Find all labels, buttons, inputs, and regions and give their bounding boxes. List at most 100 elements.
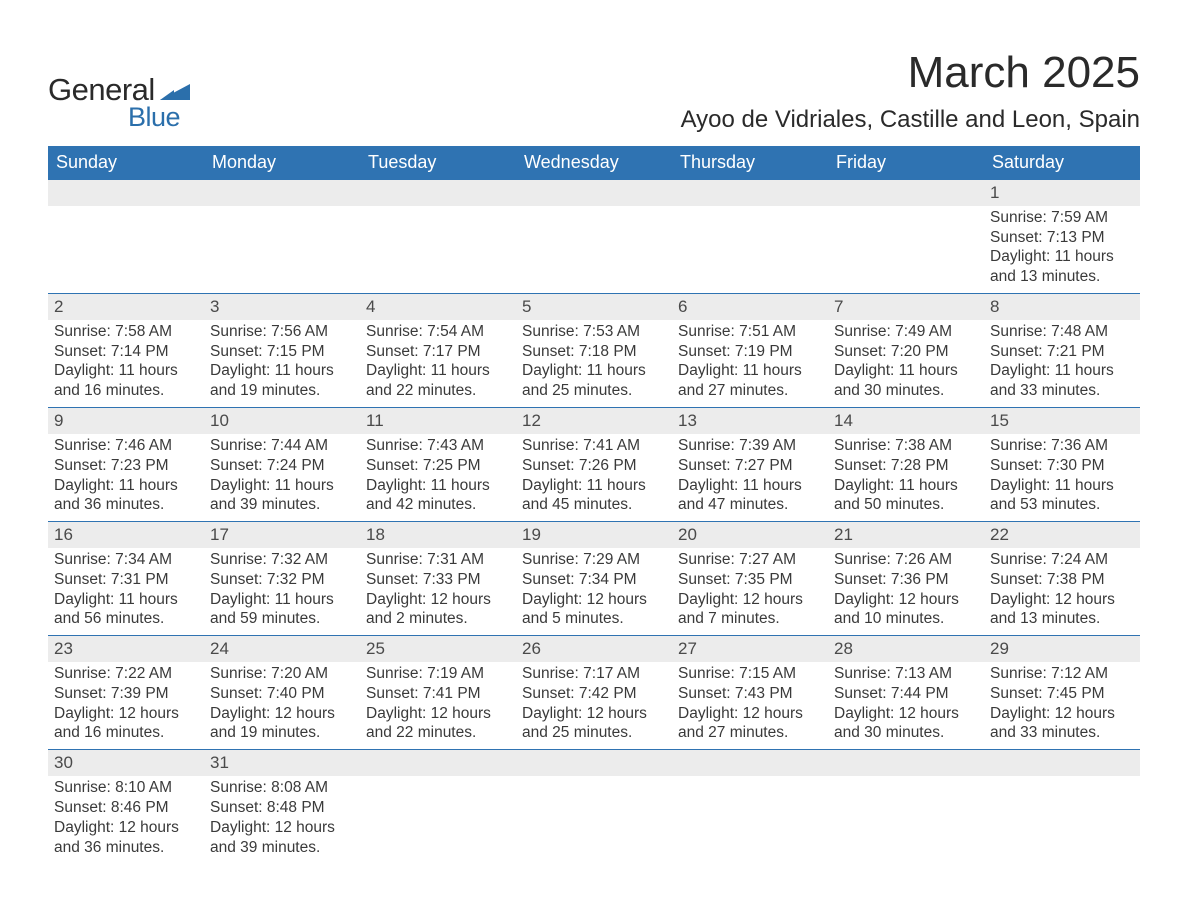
daylight-line: Daylight: 11 hours and 56 minutes.: [54, 590, 198, 630]
sunset-line: Sunset: 7:17 PM: [366, 342, 510, 362]
day-info-cell: [48, 206, 204, 294]
day-info-cell: [360, 206, 516, 294]
sunrise-line: Sunrise: 7:19 AM: [366, 664, 510, 684]
day-info-cell: Sunrise: 8:08 AMSunset: 8:48 PMDaylight:…: [204, 776, 360, 863]
day-number-cell: 18: [360, 522, 516, 548]
day-info-cell: Sunrise: 7:43 AMSunset: 7:25 PMDaylight:…: [360, 434, 516, 522]
sunset-line: Sunset: 8:48 PM: [210, 798, 354, 818]
sunrise-line: Sunrise: 7:43 AM: [366, 436, 510, 456]
sunrise-line: Sunrise: 7:26 AM: [834, 550, 978, 570]
daylight-line: Daylight: 11 hours and 42 minutes.: [366, 476, 510, 516]
sunset-line: Sunset: 7:35 PM: [678, 570, 822, 590]
day-number-cell: [672, 180, 828, 206]
day-number-cell: 9: [48, 408, 204, 434]
day-number-cell: 29: [984, 636, 1140, 662]
dayheader-thu: Thursday: [672, 146, 828, 180]
dayheader-mon: Monday: [204, 146, 360, 180]
sunset-line: Sunset: 7:24 PM: [210, 456, 354, 476]
sunset-line: Sunset: 8:46 PM: [54, 798, 198, 818]
sunset-line: Sunset: 7:23 PM: [54, 456, 198, 476]
day-info-cell: [984, 776, 1140, 863]
day-info-cell: Sunrise: 7:31 AMSunset: 7:33 PMDaylight:…: [360, 548, 516, 636]
sunset-line: Sunset: 7:19 PM: [678, 342, 822, 362]
daylight-line: Daylight: 12 hours and 2 minutes.: [366, 590, 510, 630]
week-daynum-row: 23242526272829: [48, 636, 1140, 662]
sunrise-line: Sunrise: 7:31 AM: [366, 550, 510, 570]
day-number-cell: 26: [516, 636, 672, 662]
day-number-cell: 25: [360, 636, 516, 662]
daylight-line: Daylight: 12 hours and 36 minutes.: [54, 818, 198, 858]
daylight-line: Daylight: 11 hours and 16 minutes.: [54, 361, 198, 401]
sunrise-line: Sunrise: 7:46 AM: [54, 436, 198, 456]
daylight-line: Daylight: 12 hours and 39 minutes.: [210, 818, 354, 858]
sunrise-line: Sunrise: 7:24 AM: [990, 550, 1134, 570]
logo: General Blue: [48, 48, 190, 133]
week-info-row: Sunrise: 8:10 AMSunset: 8:46 PMDaylight:…: [48, 776, 1140, 863]
day-info-cell: Sunrise: 7:58 AMSunset: 7:14 PMDaylight:…: [48, 320, 204, 408]
day-number-cell: 1: [984, 180, 1140, 206]
sunrise-line: Sunrise: 7:49 AM: [834, 322, 978, 342]
sunset-line: Sunset: 7:18 PM: [522, 342, 666, 362]
calendar-table: Sunday Monday Tuesday Wednesday Thursday…: [48, 146, 1140, 863]
sunrise-line: Sunrise: 7:22 AM: [54, 664, 198, 684]
day-number-cell: [672, 750, 828, 776]
daylight-line: Daylight: 11 hours and 22 minutes.: [366, 361, 510, 401]
sunset-line: Sunset: 7:25 PM: [366, 456, 510, 476]
sunset-line: Sunset: 7:14 PM: [54, 342, 198, 362]
day-info-cell: Sunrise: 7:53 AMSunset: 7:18 PMDaylight:…: [516, 320, 672, 408]
daylight-line: Daylight: 11 hours and 39 minutes.: [210, 476, 354, 516]
day-number-cell: 24: [204, 636, 360, 662]
day-number-cell: 11: [360, 408, 516, 434]
day-number-cell: 8: [984, 294, 1140, 320]
day-info-cell: [672, 776, 828, 863]
daylight-line: Daylight: 11 hours and 27 minutes.: [678, 361, 822, 401]
day-number-cell: [828, 750, 984, 776]
sunset-line: Sunset: 7:42 PM: [522, 684, 666, 704]
sunrise-line: Sunrise: 7:59 AM: [990, 208, 1134, 228]
daylight-line: Daylight: 11 hours and 13 minutes.: [990, 247, 1134, 287]
day-number-cell: 10: [204, 408, 360, 434]
day-number-cell: 21: [828, 522, 984, 548]
day-info-cell: Sunrise: 7:12 AMSunset: 7:45 PMDaylight:…: [984, 662, 1140, 750]
day-info-cell: Sunrise: 7:49 AMSunset: 7:20 PMDaylight:…: [828, 320, 984, 408]
day-info-cell: Sunrise: 7:34 AMSunset: 7:31 PMDaylight:…: [48, 548, 204, 636]
sunrise-line: Sunrise: 7:41 AM: [522, 436, 666, 456]
day-info-cell: Sunrise: 7:38 AMSunset: 7:28 PMDaylight:…: [828, 434, 984, 522]
week-daynum-row: 3031: [48, 750, 1140, 776]
day-info-cell: Sunrise: 7:19 AMSunset: 7:41 PMDaylight:…: [360, 662, 516, 750]
sunset-line: Sunset: 7:34 PM: [522, 570, 666, 590]
daylight-line: Daylight: 12 hours and 25 minutes.: [522, 704, 666, 744]
sunrise-line: Sunrise: 7:54 AM: [366, 322, 510, 342]
day-info-cell: [204, 206, 360, 294]
day-info-cell: Sunrise: 7:17 AMSunset: 7:42 PMDaylight:…: [516, 662, 672, 750]
sunset-line: Sunset: 7:44 PM: [834, 684, 978, 704]
day-number-cell: 4: [360, 294, 516, 320]
sunrise-line: Sunrise: 7:51 AM: [678, 322, 822, 342]
day-header-row: Sunday Monday Tuesday Wednesday Thursday…: [48, 146, 1140, 180]
day-info-cell: Sunrise: 7:22 AMSunset: 7:39 PMDaylight:…: [48, 662, 204, 750]
day-info-cell: Sunrise: 7:39 AMSunset: 7:27 PMDaylight:…: [672, 434, 828, 522]
sunrise-line: Sunrise: 7:34 AM: [54, 550, 198, 570]
week-daynum-row: 9101112131415: [48, 408, 1140, 434]
sunset-line: Sunset: 7:36 PM: [834, 570, 978, 590]
day-info-cell: Sunrise: 7:56 AMSunset: 7:15 PMDaylight:…: [204, 320, 360, 408]
day-info-cell: [672, 206, 828, 294]
sunset-line: Sunset: 7:43 PM: [678, 684, 822, 704]
day-number-cell: 14: [828, 408, 984, 434]
daylight-line: Daylight: 11 hours and 19 minutes.: [210, 361, 354, 401]
sunset-line: Sunset: 7:28 PM: [834, 456, 978, 476]
daylight-line: Daylight: 11 hours and 45 minutes.: [522, 476, 666, 516]
daylight-line: Daylight: 12 hours and 7 minutes.: [678, 590, 822, 630]
sunrise-line: Sunrise: 7:29 AM: [522, 550, 666, 570]
logo-shape-icon: [160, 78, 190, 105]
page-title: March 2025: [681, 48, 1140, 98]
day-number-cell: 22: [984, 522, 1140, 548]
sunset-line: Sunset: 7:31 PM: [54, 570, 198, 590]
sunset-line: Sunset: 7:45 PM: [990, 684, 1134, 704]
sunset-line: Sunset: 7:27 PM: [678, 456, 822, 476]
week-info-row: Sunrise: 7:22 AMSunset: 7:39 PMDaylight:…: [48, 662, 1140, 750]
daylight-line: Daylight: 12 hours and 30 minutes.: [834, 704, 978, 744]
week-info-row: Sunrise: 7:34 AMSunset: 7:31 PMDaylight:…: [48, 548, 1140, 636]
daylight-line: Daylight: 12 hours and 10 minutes.: [834, 590, 978, 630]
daylight-line: Daylight: 11 hours and 33 minutes.: [990, 361, 1134, 401]
